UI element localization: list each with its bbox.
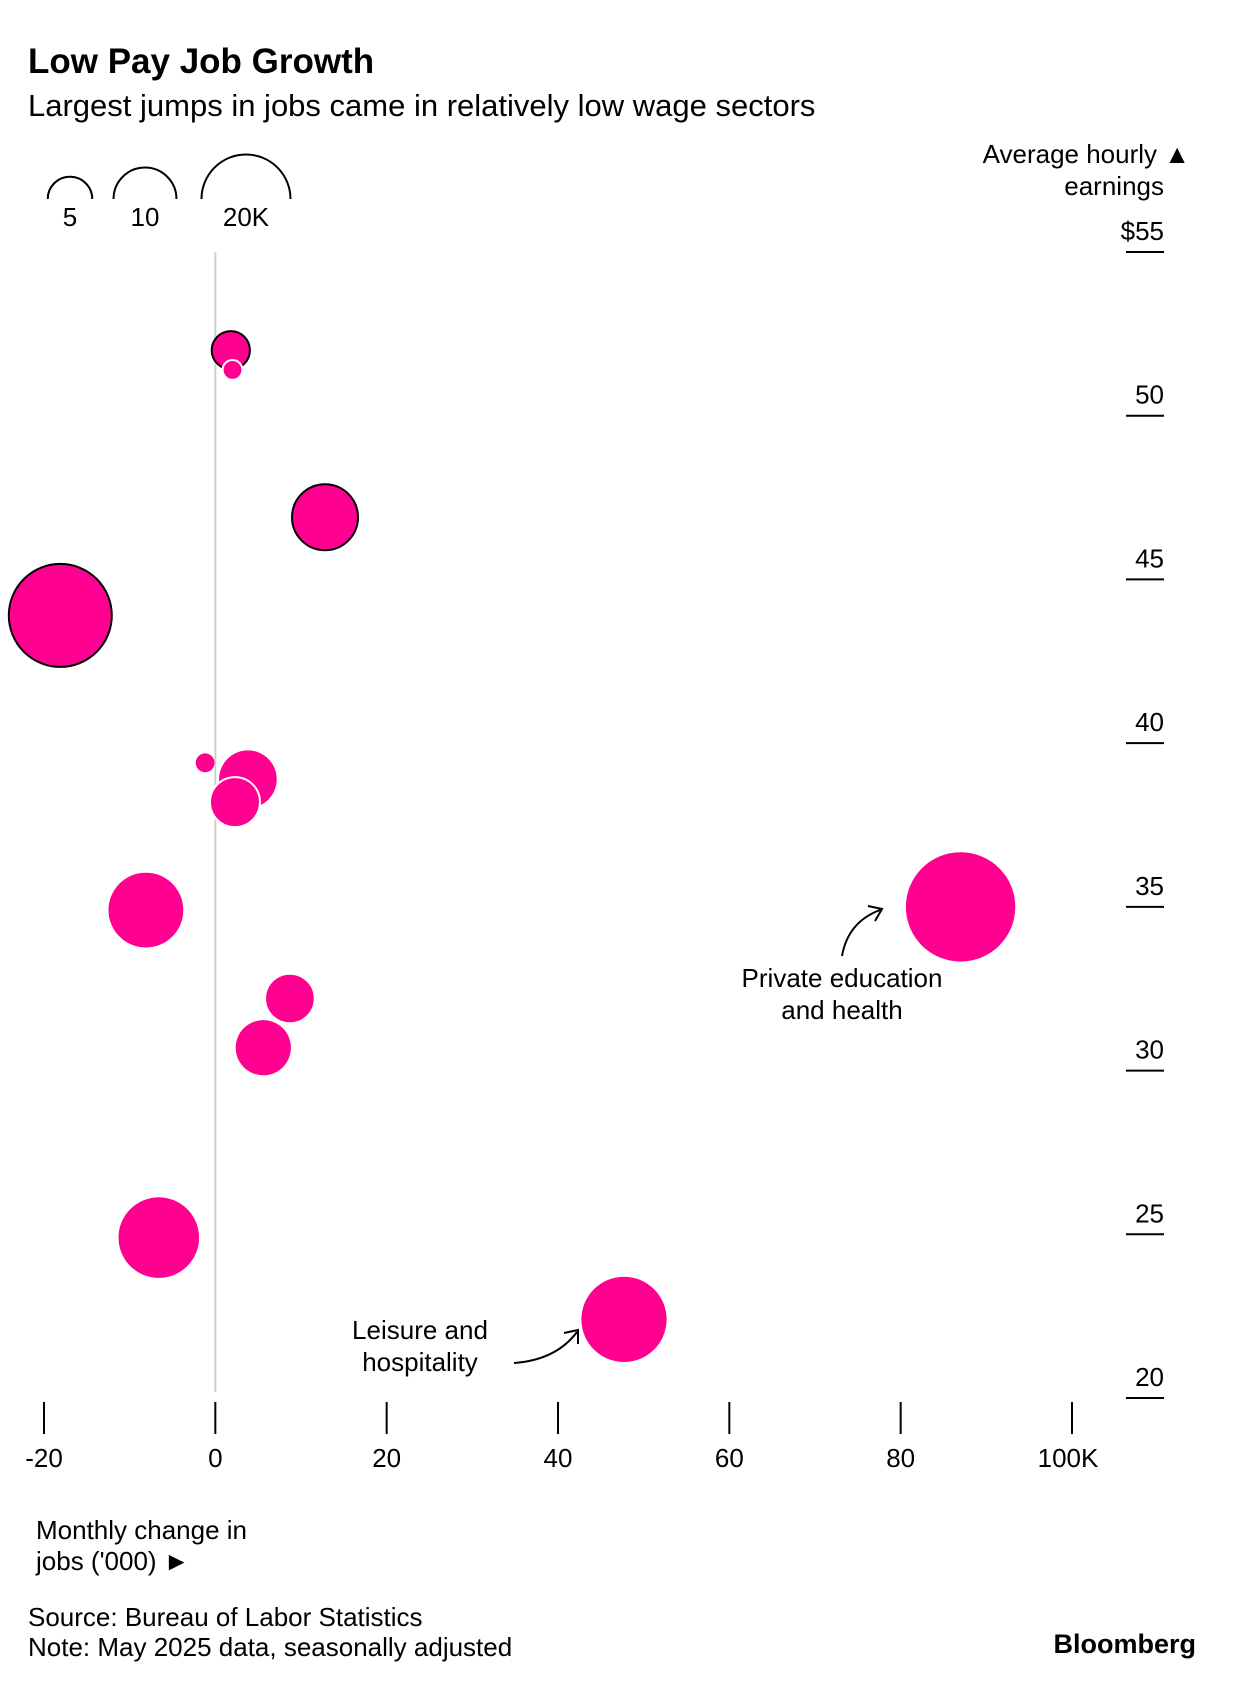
data-note: Note: May 2025 data, seasonally adjusted (28, 1632, 512, 1662)
size-legend-label: 5 (63, 202, 77, 232)
x-axis-title-line-1: Monthly change in (36, 1515, 247, 1545)
bubble (291, 483, 359, 552)
bubble (221, 359, 244, 381)
bubble (209, 776, 261, 829)
size-legend-label: 20K (223, 202, 270, 232)
bubble (264, 972, 316, 1025)
y-tick-label: 25 (1135, 1198, 1164, 1228)
x-tick-label: 20 (372, 1443, 401, 1473)
x-tick-label: 0 (208, 1443, 222, 1473)
annotation-private-education-arrowhead (867, 905, 884, 922)
annotation-private-education-arrow (841, 909, 881, 957)
annotation-private-education-line-1: Private education (742, 963, 943, 993)
bubble (195, 753, 215, 773)
bubble (7, 562, 113, 668)
y-axis-title: Average hourly ▲ earnings (983, 139, 1190, 201)
x-axis-title-line-2: jobs ('000) ► (35, 1546, 190, 1576)
annotation-leisure-hospitality-line-1: Leisure and (352, 1315, 488, 1345)
size-legend-arc (200, 153, 292, 200)
y-tick-label: 30 (1135, 1035, 1164, 1065)
bubble (108, 872, 184, 948)
annotation-leisure-hospitality-arrowhead (563, 1328, 579, 1344)
source-note: Source: Bureau of Labor Statistics (28, 1602, 423, 1632)
bubbles (7, 330, 1016, 1362)
y-tick-label: $55 (1121, 216, 1164, 246)
annotation-leisure-hospitality: Leisure and hospitality (352, 1315, 579, 1377)
bloomberg-logo: Bloomberg (1053, 1629, 1196, 1659)
size-legend-label: 10 (131, 202, 160, 232)
bubble (581, 1276, 667, 1362)
y-tick-label: 50 (1135, 380, 1164, 410)
size-legend-arc (112, 166, 178, 200)
y-axis: 20 25 30 35 40 45 50 $55 (1121, 216, 1164, 1399)
annotation-private-education-line-2: and health (781, 995, 902, 1025)
annotation-private-education: Private education and health (742, 905, 943, 1025)
x-axis: -20 0 20 40 60 80 100K (25, 1402, 1099, 1473)
y-axis-title-line-2: earnings (1064, 171, 1164, 201)
x-tick-label: -20 (25, 1443, 63, 1473)
x-tick-label: 60 (715, 1443, 744, 1473)
x-tick-label: 80 (886, 1443, 915, 1473)
y-tick-label: 40 (1135, 707, 1164, 737)
x-axis-title: Monthly change in jobs ('000) ► (35, 1515, 247, 1576)
chart-title: Low Pay Job Growth (28, 42, 374, 81)
y-axis-title-line-1: Average hourly ▲ (983, 139, 1190, 169)
chart-subtitle: Largest jumps in jobs came in relatively… (28, 88, 815, 123)
y-tick-label: 35 (1135, 871, 1164, 901)
bubble (905, 852, 1016, 962)
annotation-leisure-hospitality-arrow (513, 1331, 578, 1364)
bubble (118, 1197, 200, 1278)
size-legend-arc (46, 175, 94, 200)
y-tick-label: 20 (1135, 1362, 1164, 1392)
x-tick-label: 40 (544, 1443, 573, 1473)
y-tick-label: 45 (1135, 543, 1164, 573)
size-legend: 5 10 20K (46, 153, 292, 232)
x-tick-label: 100K (1038, 1443, 1099, 1473)
annotation-leisure-hospitality-line-2: hospitality (362, 1347, 478, 1377)
bubble (235, 1020, 291, 1076)
